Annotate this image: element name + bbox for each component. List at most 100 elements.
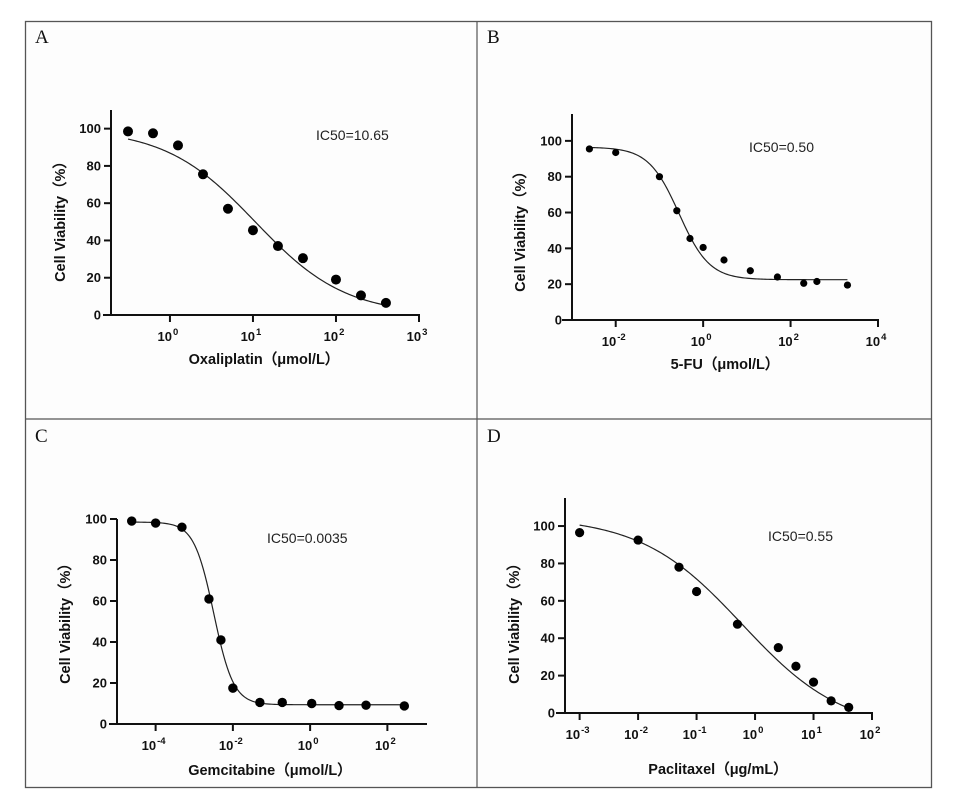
x-axis-title: Oxaliplatin（μmol/L） bbox=[189, 350, 340, 368]
data-point bbox=[172, 140, 183, 151]
y-tick-label: 100 bbox=[540, 133, 562, 148]
y-tick-label: 100 bbox=[79, 121, 101, 136]
ic50-annotation: IC50=10.65 bbox=[316, 127, 389, 143]
y-tick-label: 100 bbox=[533, 519, 555, 534]
data-point bbox=[330, 274, 341, 285]
data-point bbox=[826, 696, 836, 706]
data-point bbox=[720, 256, 728, 264]
panel-c: C IC50=0.0035 Gemcitabine（μmol/L） Cell V… bbox=[35, 426, 427, 779]
data-point bbox=[204, 594, 214, 604]
data-point bbox=[686, 234, 694, 243]
data-point bbox=[813, 277, 821, 286]
data-point bbox=[808, 677, 819, 687]
x-tick-label: 100 bbox=[743, 725, 764, 742]
fit-curve bbox=[127, 138, 387, 306]
data-point bbox=[247, 225, 258, 236]
data-point bbox=[228, 683, 238, 693]
data-point bbox=[699, 243, 707, 252]
x-tick-label: 100 bbox=[158, 327, 179, 344]
data-point bbox=[361, 700, 371, 710]
y-tick-label: 40 bbox=[541, 631, 555, 646]
data-point bbox=[307, 698, 317, 709]
x-axis-title: Gemcitabine（μmol/L） bbox=[188, 761, 352, 779]
data-point bbox=[732, 619, 743, 629]
data-point bbox=[126, 516, 137, 526]
data-point bbox=[297, 253, 308, 264]
y-tick-label: 0 bbox=[555, 313, 562, 328]
y-tick-label: 100 bbox=[85, 512, 107, 527]
data-point bbox=[691, 586, 702, 597]
data-point bbox=[773, 642, 783, 653]
panel-grid-frame bbox=[24, 20, 933, 789]
y-tick-label: 80 bbox=[548, 169, 562, 184]
panel-d: D IC50=0.55 Paclitaxel（μg/mL） Cell Viabi… bbox=[487, 426, 880, 778]
data-point bbox=[612, 148, 620, 157]
y-tick-label: 80 bbox=[93, 553, 107, 568]
panel-b: B IC50=0.50 5-FU（μmol/L） Cell Viability（… bbox=[487, 27, 887, 373]
ic50-annotation: IC50=0.0035 bbox=[267, 530, 348, 546]
data-point bbox=[843, 281, 852, 289]
y-tick-label: 20 bbox=[548, 277, 562, 292]
y-tick-label: 0 bbox=[100, 717, 107, 732]
x-tick-label: 100 bbox=[691, 332, 712, 349]
x-tick-label: 10-4 bbox=[142, 736, 167, 753]
data-point bbox=[800, 279, 808, 287]
fit-curve bbox=[579, 524, 849, 709]
y-tick-label: 0 bbox=[94, 308, 101, 323]
data-point bbox=[334, 700, 344, 711]
x-tick-label: 10-2 bbox=[602, 332, 626, 349]
y-tick-label: 80 bbox=[87, 158, 101, 173]
data-point bbox=[277, 697, 287, 708]
data-point bbox=[272, 241, 283, 252]
data-point bbox=[399, 701, 410, 711]
x-tick-label: 102 bbox=[375, 736, 396, 753]
y-axis-title: Cell Viability（%） bbox=[505, 556, 523, 684]
x-tick-label: 101 bbox=[241, 327, 262, 344]
y-axis-title: Cell Viability（%） bbox=[56, 556, 74, 684]
panel-letter: A bbox=[35, 27, 49, 48]
data-point bbox=[123, 126, 134, 137]
y-axis-title: Cell Viability（%） bbox=[511, 164, 529, 292]
y-tick-label: 60 bbox=[548, 205, 562, 220]
x-tick-label: 10-3 bbox=[566, 725, 590, 742]
data-point bbox=[380, 297, 391, 308]
data-point bbox=[255, 697, 265, 708]
x-tick-label: 102 bbox=[860, 725, 881, 742]
data-point bbox=[673, 207, 681, 215]
data-point bbox=[773, 273, 782, 281]
data-point bbox=[197, 169, 208, 180]
y-tick-label: 40 bbox=[548, 241, 562, 256]
data-point bbox=[791, 661, 801, 671]
data-point bbox=[844, 702, 854, 712]
panel-letter: B bbox=[487, 27, 500, 48]
y-tick-label: 20 bbox=[87, 270, 101, 285]
y-tick-label: 40 bbox=[87, 233, 101, 248]
data-point bbox=[585, 145, 594, 153]
data-point bbox=[216, 635, 226, 645]
y-tick-label: 60 bbox=[93, 594, 107, 609]
x-tick-label: 102 bbox=[778, 332, 799, 349]
x-tick-label: 102 bbox=[324, 327, 345, 344]
y-tick-label: 40 bbox=[93, 635, 107, 650]
x-axis-title: 5-FU（μmol/L） bbox=[671, 355, 780, 373]
data-point bbox=[177, 522, 187, 532]
x-tick-label: 100 bbox=[298, 736, 319, 753]
x-axis-title: Paclitaxel（μg/mL） bbox=[648, 760, 787, 778]
ic50-annotation: IC50=0.50 bbox=[749, 139, 814, 155]
y-tick-label: 80 bbox=[541, 556, 555, 571]
panel-letter: D bbox=[487, 426, 501, 447]
y-axis-title: Cell Viability（%） bbox=[51, 154, 69, 282]
data-point bbox=[222, 203, 233, 214]
data-point bbox=[633, 535, 643, 545]
ic50-annotation: IC50=0.55 bbox=[768, 528, 833, 544]
x-tick-label: 10-2 bbox=[219, 736, 243, 753]
panel-a: A IC50=10.65 Oxaliplatin（μmol/L） Cell Vi… bbox=[35, 27, 427, 368]
y-tick-label: 60 bbox=[541, 593, 555, 608]
data-point bbox=[674, 562, 684, 572]
data-point bbox=[150, 518, 161, 528]
data-point bbox=[355, 290, 366, 301]
data-point bbox=[148, 128, 158, 139]
panel-letter: C bbox=[35, 426, 48, 447]
data-point bbox=[746, 267, 754, 275]
